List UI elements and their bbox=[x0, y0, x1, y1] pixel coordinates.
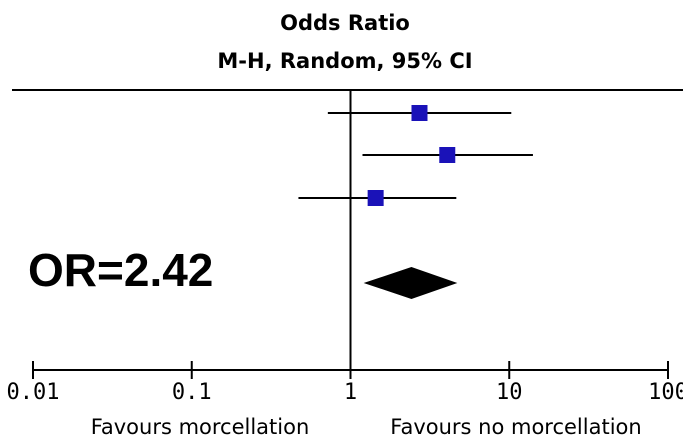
study-estimate bbox=[367, 190, 384, 206]
pooled-diamond bbox=[363, 267, 458, 299]
chart-title: Odds Ratio bbox=[280, 11, 410, 35]
x-label-left: Favours morcellation bbox=[91, 415, 310, 439]
study-estimate bbox=[411, 105, 428, 121]
x-tick-label: 10 bbox=[496, 380, 523, 405]
x-tick-label: 100 bbox=[648, 380, 683, 405]
x-tick-label: 0.1 bbox=[172, 380, 212, 405]
x-tick-label: 1 bbox=[344, 380, 357, 405]
x-label-right: Favours no morcellation bbox=[390, 415, 641, 439]
annotation: OR=2.42 bbox=[28, 244, 213, 296]
chart-subtitle: M-H, Random, 95% CI bbox=[217, 49, 472, 73]
study-estimate bbox=[439, 147, 456, 163]
x-tick-label: 0.01 bbox=[7, 380, 60, 405]
